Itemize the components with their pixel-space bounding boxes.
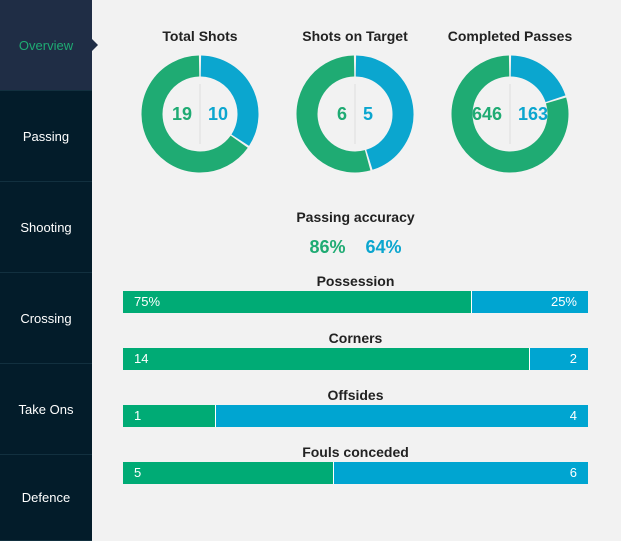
donut-title: Total Shots [162,28,238,44]
away-segment: 2 [529,348,588,370]
bar-title: Possession [316,273,395,289]
away-segment: 25% [471,291,588,313]
stat-bar-fouls-conceded: Fouls conceded 5 6 [123,444,588,484]
home-arc [296,55,371,173]
home-segment: 14 [123,348,530,370]
donut-completed-passes: Completed Passes 646 163 [440,28,580,174]
donut-total-shots: Total Shots 19 10 [130,28,270,174]
sidebar-item-crossing[interactable]: Crossing [0,273,92,364]
away-value: 10 [208,104,228,124]
passing-accuracy: Passing accuracy 86% 64% [123,209,588,258]
stat-bar-corners: Corners 14 2 [123,330,588,370]
stat-bar-offsides: Offsides 1 4 [123,387,588,427]
away-segment: 4 [216,405,588,427]
away-arc [510,55,566,103]
donut-title: Completed Passes [447,28,573,44]
away-arc [355,55,414,170]
home-arc [141,55,248,173]
donut-chart: 19 10 [141,55,259,173]
donut-chart: 646 163 [451,55,569,173]
bar: 75% 25% [123,291,588,313]
bar-title: Fouls conceded [302,444,409,460]
home-value: 19 [172,104,192,124]
bar-title: Offsides [327,387,384,403]
sidebar-item-shooting[interactable]: Shooting [0,182,92,273]
stat-bar-possession: Possession 75% 25% [123,273,588,313]
sidebar-item-take-ons[interactable]: Take Ons [0,364,92,455]
sidebar-item-defence[interactable]: Defence [0,455,92,541]
home-accuracy: 86% [309,237,346,257]
donut-title: Shots on Target [302,28,408,44]
away-value: 5 [363,104,373,124]
away-accuracy: 64% [365,237,402,257]
passing-accuracy-title: Passing accuracy [296,209,415,225]
away-value: 163 [518,104,548,124]
sidebar-item-passing[interactable]: Passing [0,91,92,182]
home-segment: 5 [123,462,335,484]
bar: 14 2 [123,348,588,370]
home-value: 646 [472,104,502,124]
away-segment: 6 [334,462,588,484]
home-segment: 75% [123,291,472,313]
home-arc [451,55,569,173]
away-arc [200,55,259,146]
bar-title: Corners [328,330,383,346]
home-value: 6 [337,104,347,124]
sidebar: Overview Passing Shooting Crossing Take … [0,0,98,541]
sidebar-item-overview[interactable]: Overview [0,0,98,91]
home-segment: 1 [123,405,216,427]
